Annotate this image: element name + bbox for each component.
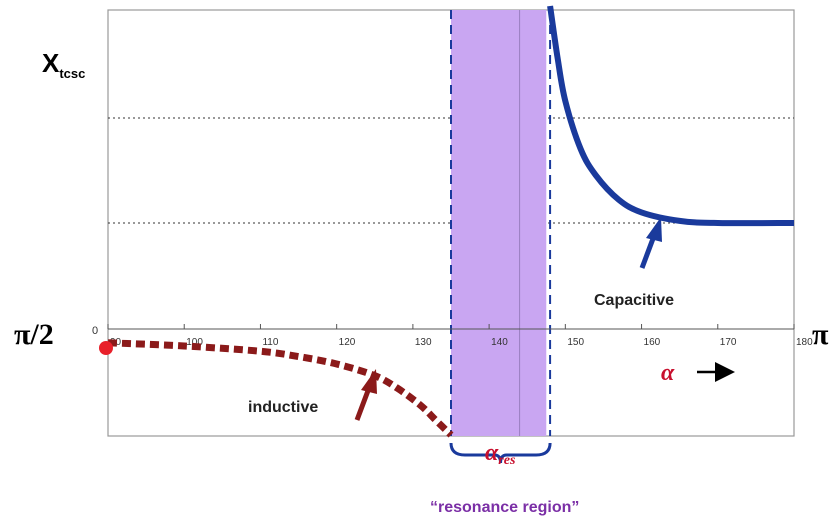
resonance-band [451,10,547,436]
y-axis-label: Xtcsc [42,48,85,81]
x-tick-label: 140 [491,337,508,348]
y-zero-label: 0 [92,325,98,337]
x-tick-label: 160 [644,337,661,348]
x-tick-label: 170 [720,337,737,348]
capacitive-curve [547,5,795,227]
x-axis-symbol: α [661,360,675,386]
right-end-label: π [812,318,829,351]
x-tick-label: 100 [186,337,203,348]
capacitive-arrow [639,217,662,269]
start-point-marker [99,341,113,355]
resonance-brace [449,442,552,464]
x-tick-label: 180 [796,337,813,348]
x-tick-label: 110 [262,337,278,348]
inductive-arrow [354,369,377,421]
alpha-res-label: αres [485,440,516,468]
left-end-label: π/2 [14,318,54,351]
x-tick-label: 130 [415,337,432,348]
resonance-region-label: “resonance region” [430,499,579,516]
inductive-curve [107,339,454,438]
x-tick-label: 150 [567,337,584,348]
x-tick-label: 120 [339,337,356,348]
inductive-label: inductive [248,399,318,416]
capacitive-label: Capacitive [594,292,674,309]
